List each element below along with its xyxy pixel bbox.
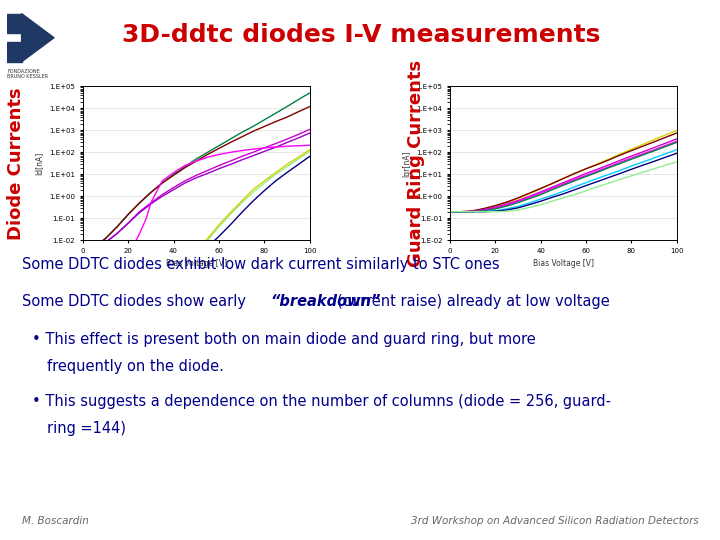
Bar — [7, 42, 22, 62]
Text: M. Boscardin: M. Boscardin — [22, 516, 89, 526]
Text: • This suggests a dependence on the number of columns (diode = 256, guard-: • This suggests a dependence on the numb… — [32, 394, 611, 409]
Text: frequently on the diode.: frequently on the diode. — [47, 359, 224, 374]
Bar — [7, 14, 22, 33]
Text: FONDAZIONE
BRUNO KESSLER: FONDAZIONE BRUNO KESSLER — [7, 69, 48, 79]
Text: Diode Currents: Diode Currents — [6, 87, 24, 240]
Text: Some DDTC diodes exhibit low dark current similarly to STC ones: Some DDTC diodes exhibit low dark curren… — [22, 256, 499, 272]
Y-axis label: Igr[nA]: Igr[nA] — [402, 150, 411, 177]
Text: Guard Ring Currents: Guard Ring Currents — [408, 60, 425, 267]
Text: 3rd Workshop on Advanced Silicon Radiation Detectors: 3rd Workshop on Advanced Silicon Radiati… — [410, 516, 698, 526]
Text: • This effect is present both on main diode and guard ring, but more: • This effect is present both on main di… — [32, 332, 536, 347]
X-axis label: Bias Voltage [V]: Bias Voltage [V] — [533, 260, 594, 268]
Text: 3D-ddtc diodes I-V measurements: 3D-ddtc diodes I-V measurements — [122, 23, 600, 47]
Polygon shape — [22, 14, 54, 62]
X-axis label: Bias Voltage [V]: Bias Voltage [V] — [166, 260, 227, 268]
Text: Some DDTC diodes show early: Some DDTC diodes show early — [22, 294, 255, 309]
Text: ring =144): ring =144) — [47, 421, 126, 436]
Y-axis label: Id[nA]: Id[nA] — [35, 152, 44, 175]
Text: “breakdown”: “breakdown” — [270, 294, 380, 309]
Text: (current raise) already at low voltage: (current raise) already at low voltage — [337, 294, 610, 309]
